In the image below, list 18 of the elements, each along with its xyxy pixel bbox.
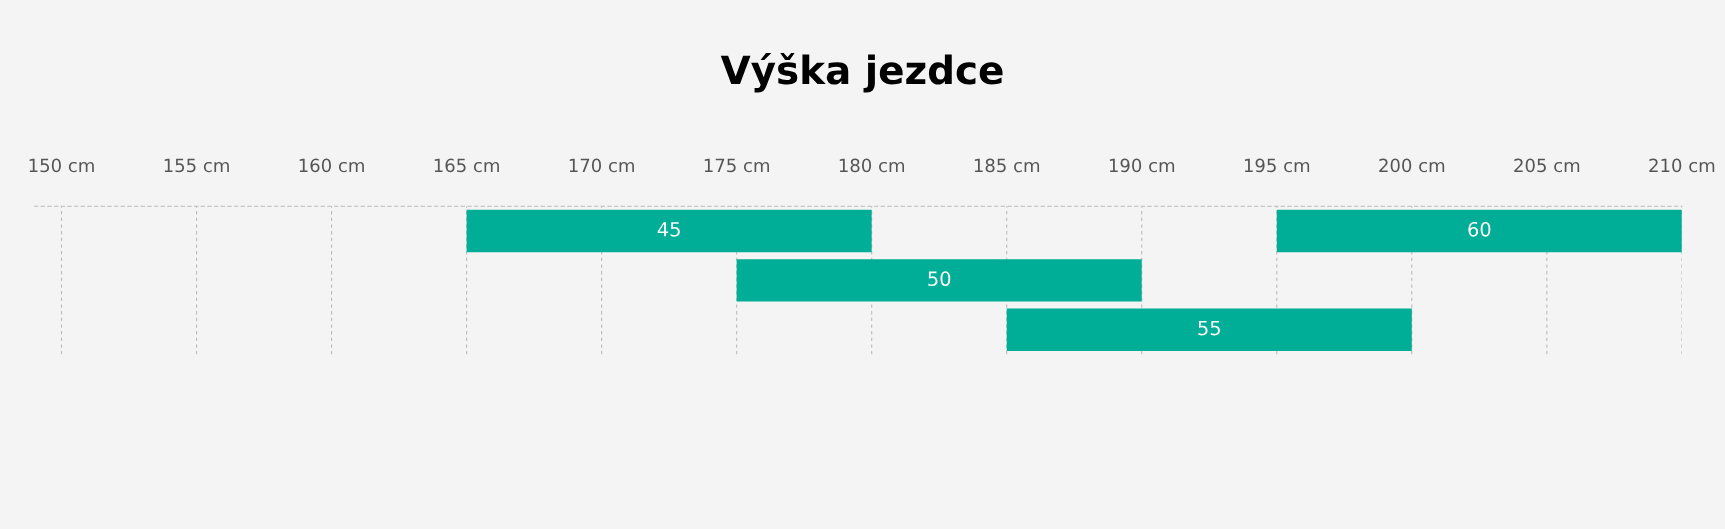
- series-label: 50: [928, 271, 951, 287]
- x-tick-label: 170 cm: [569, 158, 634, 173]
- x-tick-label: 195 cm: [1244, 158, 1310, 173]
- x-tick-label: 200 cm: [1379, 158, 1445, 173]
- x-tick-label: 180 cm: [839, 158, 905, 173]
- series-label: 60: [1468, 221, 1491, 237]
- x-tick-label: 150 cm: [29, 158, 94, 173]
- x-tick-label: 190 cm: [1109, 158, 1175, 173]
- x-tick-label: 205 cm: [1514, 158, 1580, 173]
- x-tick-label: 160 cm: [299, 158, 364, 173]
- x-tick-label: 210 cm: [1649, 158, 1715, 173]
- x-tick-label: 175 cm: [704, 158, 769, 173]
- series-label: 45: [657, 222, 680, 237]
- x-tick-label: 155 cm: [164, 158, 229, 173]
- series-label: 55: [1198, 320, 1220, 336]
- x-tick-label: 185 cm: [974, 158, 1040, 173]
- chart-title: Výška jezdce: [720, 52, 1003, 93]
- x-tick-label: 165 cm: [434, 158, 499, 173]
